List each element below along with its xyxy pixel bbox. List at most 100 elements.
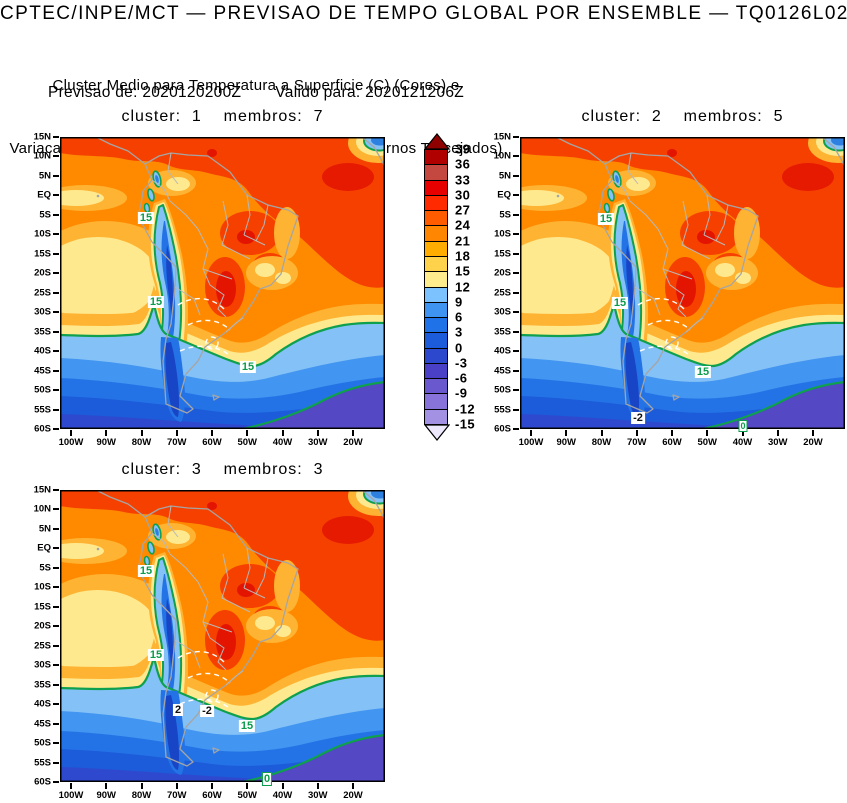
lat-tick: [53, 155, 59, 158]
colorbar-segment: [424, 317, 448, 334]
colorbar-tick-label: 27: [455, 202, 471, 218]
forecast-init-label: Previsao de:: [47, 84, 138, 101]
lon-tick-label: 70W: [166, 790, 187, 801]
lat-tick: [53, 252, 59, 255]
forecast-line: Previsao de: 2020120200Z Valido para: 202…: [0, 84, 512, 102]
lon-tick: [105, 783, 108, 789]
contour-label: 15: [611, 297, 629, 309]
lon-tick-label: 50W: [237, 437, 258, 448]
colorbar-tick-label: -15: [455, 416, 475, 432]
contour-label: 15: [147, 296, 165, 308]
colorbar-tick-label: 39: [455, 141, 471, 157]
subtitle-line1: Cluster Medio para Temperatura a Superfi…: [52, 77, 460, 94]
lon-tick-label: 70W: [166, 437, 187, 448]
lat-tick-label: 45S: [34, 718, 51, 730]
lon-tick: [352, 430, 354, 436]
colorbar-arrow-up-icon: [424, 133, 450, 150]
lat-tick-label: 5N: [38, 523, 51, 535]
lon-tick-label: 60W: [202, 437, 222, 448]
lon-tick-label: 50W: [697, 437, 718, 448]
lon-tick: [776, 430, 779, 436]
lat-tick-label: 10N: [33, 503, 51, 515]
colorbar-segment: [424, 164, 448, 181]
lat-tick-label: 40S: [34, 698, 51, 710]
colorbar-tick-label: 0: [455, 340, 463, 356]
lon-tick: [211, 783, 213, 789]
lat-tick: [53, 527, 59, 530]
lat-tick-label: 40S: [494, 345, 511, 357]
lon-tick-label: 100W: [518, 437, 544, 448]
lon-tick: [530, 430, 532, 436]
contour-label: 0: [738, 420, 748, 432]
lon-tick: [671, 430, 673, 436]
lon-tick-label: 90W: [556, 437, 577, 448]
contour-label: 15: [137, 212, 155, 224]
lat-tick: [513, 291, 519, 294]
lat-tick: [53, 272, 59, 275]
lat-tick: [53, 781, 59, 783]
lat-tick-label: 5S: [499, 209, 511, 221]
lon-tick-label: 40W: [272, 790, 293, 801]
lat-tick-label: 45S: [494, 365, 511, 377]
lat-tick: [53, 644, 59, 647]
lat-tick: [53, 350, 59, 353]
lat-tick-label: 60S: [34, 423, 51, 435]
lat-tick: [513, 213, 519, 216]
lat-tick: [53, 605, 59, 608]
colorbar-arrow-down-icon: [424, 424, 450, 441]
lon-tick-label: 30W: [307, 790, 328, 801]
lon-tick: [246, 783, 249, 789]
contour-label: 2: [172, 704, 184, 716]
lat-tick: [513, 330, 519, 333]
lat-tick: [513, 350, 519, 353]
colorbar-segment: [424, 149, 448, 166]
forecast-init-value: 2020120200Z: [142, 84, 242, 101]
lon-tick: [316, 783, 319, 789]
colorbar-segment: [424, 362, 448, 380]
contour-label: -2: [200, 705, 214, 717]
lat-tick-label: 10S: [34, 581, 51, 593]
lat-tick-label: 35S: [34, 679, 51, 691]
lon-tick: [246, 430, 249, 436]
lon-tick: [741, 430, 744, 436]
lat-tick: [53, 311, 59, 314]
colorbar-tick-label: -3: [455, 355, 468, 371]
lon-tick: [140, 430, 143, 436]
colorbar-segment: [424, 194, 448, 212]
lat-tick-label: 5S: [39, 209, 51, 221]
lon-tick: [706, 430, 709, 436]
lat-tick-label: 20S: [34, 620, 51, 632]
lat-tick: [513, 136, 519, 138]
colorbar-segment: [424, 286, 448, 303]
lat-tick-label: 25S: [494, 287, 511, 299]
lat-tick-label: 35S: [34, 326, 51, 338]
map-cluster-1: 15N 10N 5N EQ 5S 10S 15S 20S 25S 30S 35S 40S 45S 50S 5…: [34, 132, 385, 448]
lat-tick: [53, 664, 59, 667]
lat-tick-label: 40S: [34, 345, 51, 357]
map-artwork: [60, 490, 385, 782]
colorbar-tick-label: -6: [455, 370, 468, 386]
lat-tick-label: 10N: [493, 150, 511, 162]
lat-tick: [53, 428, 59, 430]
lat-tick-label: 5N: [498, 170, 511, 182]
lon-tick-label: 90W: [96, 790, 117, 801]
lon-tick-label: 40W: [732, 437, 753, 448]
lon-tick-label: 20W: [803, 437, 823, 448]
lat-tick-label: 50S: [34, 384, 51, 396]
lon-tick-label: 40W: [272, 437, 293, 448]
colorbar-segment: [424, 210, 448, 227]
lat-tick-label: EQ: [37, 189, 51, 201]
lat-tick: [513, 428, 519, 430]
lon-tick-label: 90W: [96, 437, 117, 448]
lat-tick: [513, 311, 519, 314]
lat-tick-label: 10S: [494, 228, 511, 240]
lat-tick-label: 5N: [38, 170, 51, 182]
lon-tick: [635, 430, 638, 436]
lon-tick-label: 20W: [343, 437, 363, 448]
lat-tick-label: 50S: [34, 737, 51, 749]
contour-label: 15: [147, 649, 165, 661]
lon-tick: [70, 783, 72, 789]
colorbar-segment: [424, 255, 448, 273]
lat-tick: [513, 174, 519, 177]
